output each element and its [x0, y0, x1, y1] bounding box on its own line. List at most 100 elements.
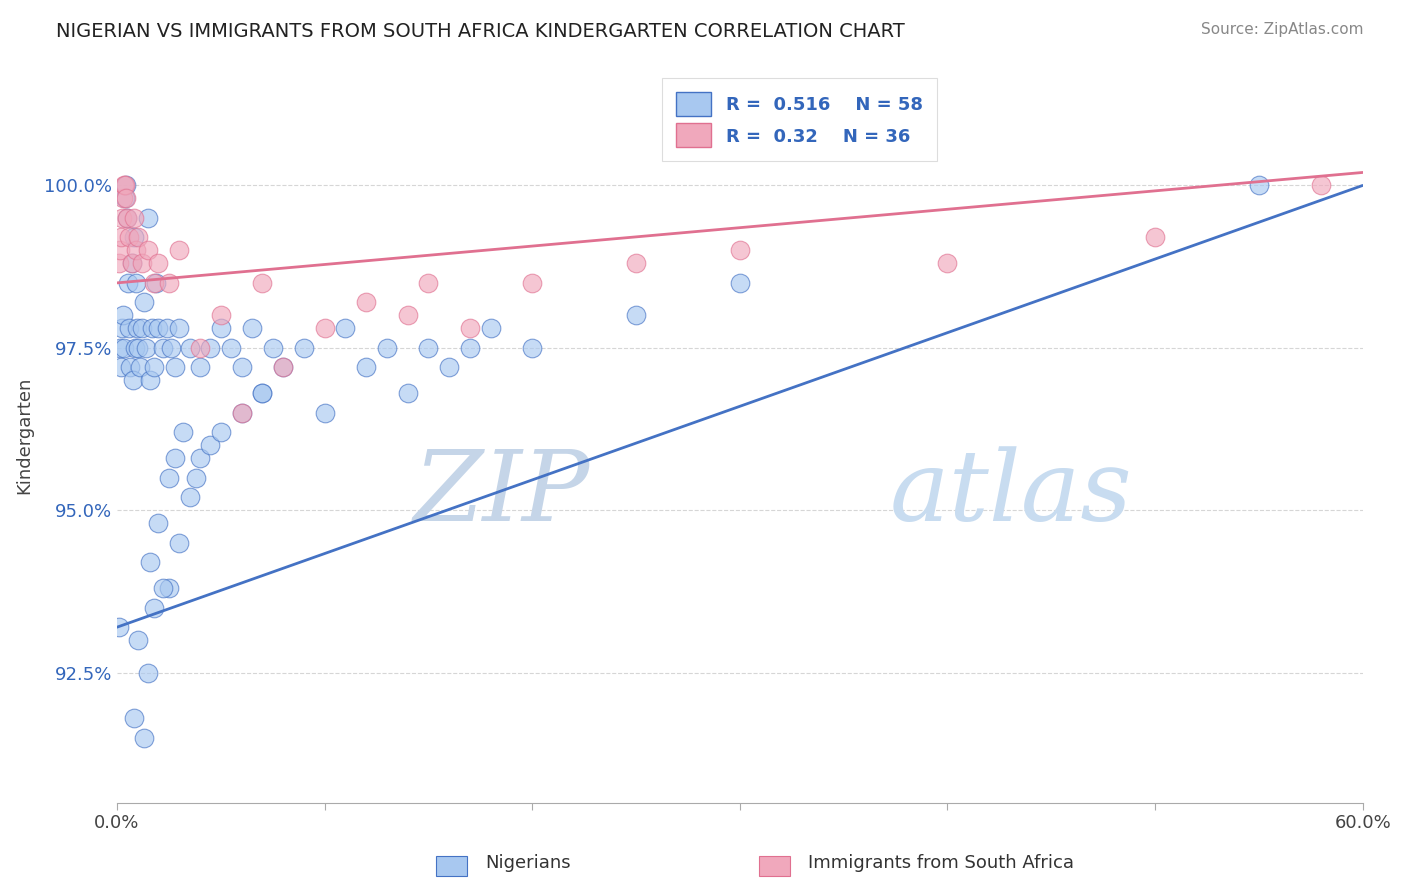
Y-axis label: Kindergarten: Kindergarten: [15, 376, 32, 494]
Point: [108, 341, 131, 355]
Point: [108, 620, 131, 634]
Point: [314, 321, 336, 335]
Point: [115, 191, 138, 205]
Point: [124, 244, 146, 258]
Point: [141, 321, 163, 335]
Point: [188, 341, 211, 355]
Point: [136, 211, 159, 225]
Point: [131, 321, 153, 335]
Legend: R =  0.516    N = 58, R =  0.32    N = 36: R = 0.516 N = 58, R = 0.32 N = 36: [662, 78, 938, 161]
Point: [209, 321, 232, 335]
Point: [179, 490, 201, 504]
Point: [127, 341, 149, 355]
Point: [209, 425, 232, 440]
Point: [121, 256, 143, 270]
Point: [184, 471, 207, 485]
Point: [110, 360, 132, 375]
Point: [111, 211, 134, 225]
Point: [143, 276, 166, 290]
Text: Source: ZipAtlas.com: Source: ZipAtlas.com: [1201, 22, 1364, 37]
Point: [118, 321, 141, 335]
Point: [624, 309, 647, 323]
Point: [117, 211, 139, 225]
Point: [375, 341, 398, 355]
Point: [148, 321, 170, 335]
Point: [117, 276, 139, 290]
Point: [522, 341, 544, 355]
Point: [127, 633, 149, 648]
Point: [1310, 178, 1333, 193]
Point: [188, 451, 211, 466]
Point: [728, 276, 751, 290]
Point: [117, 211, 139, 225]
Point: [157, 581, 180, 595]
Point: [143, 600, 166, 615]
Point: [271, 360, 294, 375]
Point: [157, 471, 180, 485]
Point: [125, 321, 148, 335]
Point: [152, 581, 174, 595]
Point: [160, 341, 183, 355]
Point: [136, 665, 159, 680]
Point: [127, 230, 149, 244]
Point: [437, 360, 460, 375]
Point: [108, 256, 131, 270]
Point: [114, 178, 136, 193]
Point: [110, 230, 132, 244]
Point: [122, 711, 145, 725]
Point: [1247, 178, 1270, 193]
Point: [143, 360, 166, 375]
Text: atlas: atlas: [889, 447, 1132, 542]
Point: [167, 321, 190, 335]
Point: [132, 731, 155, 745]
Point: [112, 341, 135, 355]
Point: [624, 256, 647, 270]
Point: [121, 256, 143, 270]
Point: [252, 386, 274, 401]
Point: [172, 425, 194, 440]
Point: [231, 406, 253, 420]
Point: [120, 360, 142, 375]
Point: [156, 321, 179, 335]
Point: [114, 191, 136, 205]
Point: [157, 276, 180, 290]
Point: [262, 341, 284, 355]
Point: [252, 386, 274, 401]
Point: [418, 276, 440, 290]
Point: [200, 341, 222, 355]
Point: [131, 256, 153, 270]
Point: [112, 191, 135, 205]
Point: [152, 341, 174, 355]
Point: [522, 276, 544, 290]
Point: [124, 276, 146, 290]
Point: [167, 535, 190, 549]
Point: [231, 406, 253, 420]
Point: [112, 178, 135, 193]
Point: [396, 309, 419, 323]
Point: [121, 373, 143, 387]
Point: [458, 341, 481, 355]
Point: [167, 244, 190, 258]
Point: [124, 341, 146, 355]
Point: [122, 211, 145, 225]
Point: [314, 406, 336, 420]
Point: [728, 244, 751, 258]
Point: [136, 244, 159, 258]
Point: [354, 295, 377, 310]
Point: [122, 230, 145, 244]
Text: Nigerians: Nigerians: [485, 855, 571, 872]
Text: Immigrants from South Africa: Immigrants from South Africa: [808, 855, 1074, 872]
Point: [139, 555, 162, 569]
Point: [936, 256, 959, 270]
Point: [148, 516, 170, 531]
Point: [132, 295, 155, 310]
Point: [292, 341, 315, 355]
Point: [200, 438, 222, 452]
Text: NIGERIAN VS IMMIGRANTS FROM SOUTH AFRICA KINDERGARTEN CORRELATION CHART: NIGERIAN VS IMMIGRANTS FROM SOUTH AFRICA…: [56, 22, 905, 41]
Point: [135, 341, 157, 355]
Point: [179, 341, 201, 355]
Point: [128, 360, 150, 375]
Point: [188, 360, 211, 375]
Text: ZIP: ZIP: [415, 447, 591, 542]
Point: [112, 309, 135, 323]
